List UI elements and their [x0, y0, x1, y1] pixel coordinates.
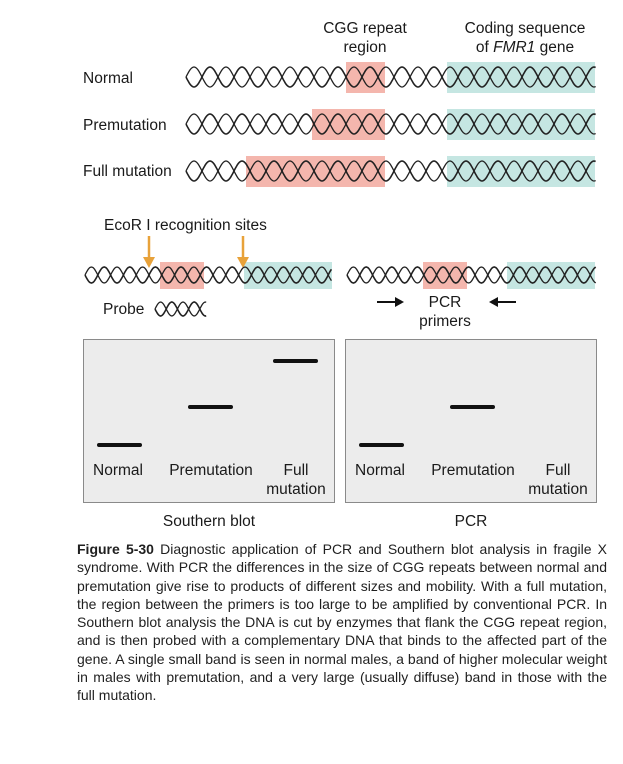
coding-sequence-label: Coding sequence of FMR1 gene [440, 19, 610, 57]
ecor-label: EcoR I recognition sites [104, 217, 267, 234]
pcr-band-normal [359, 443, 404, 447]
southern-band-normal [97, 443, 142, 447]
primer-arrow-left-icon [489, 297, 516, 307]
pcr-panel: Normal Premutation Full mutation [345, 339, 597, 503]
figure-number: Figure 5-30 [77, 541, 154, 557]
southern-lane-full: Full mutation [260, 461, 332, 499]
cgg-label-line1: CGG repeat [323, 20, 407, 37]
pcr-primers-label: PCR primers [400, 293, 490, 331]
figure-caption: Figure 5-30 Diagnostic application of PC… [77, 540, 607, 705]
dna-helix [185, 160, 596, 182]
dna-strand [346, 266, 597, 284]
southern-band-full [273, 359, 318, 363]
probe-repeat-region [160, 262, 204, 289]
pcr-lane-premutation: Premutation [431, 462, 515, 479]
dna-full-mutation [185, 156, 596, 187]
coding-suffix: gene [535, 39, 575, 56]
dna-helix [185, 113, 596, 135]
pcr-lane-full: Full mutation [522, 461, 594, 499]
dna-strand [346, 266, 597, 284]
dna-strand [84, 266, 332, 284]
probe-coding-region [244, 262, 332, 289]
pcr-band-premutation [450, 405, 495, 409]
dna-strand [185, 113, 596, 135]
dna-helix [84, 266, 333, 284]
pcr-lane-full-line1: Full [545, 462, 571, 479]
southern-blot-panel: Normal Premutation Full mutation [83, 339, 335, 503]
dna-strand [154, 301, 207, 317]
dna-normal [185, 62, 596, 93]
dna-helix [346, 266, 597, 284]
southern-lane-normal: Normal [93, 462, 143, 479]
southern-lane-full-line2: mutation [266, 481, 326, 498]
probe-icon [154, 301, 207, 317]
caption-text: Diagnostic application of PCR and Southe… [77, 541, 607, 704]
ecor-arrow-right [237, 236, 249, 268]
ecor-diagram [84, 236, 597, 317]
ecor-arrow-left [143, 236, 155, 268]
row-label-normal: Normal [83, 70, 133, 87]
dna-strand [154, 301, 207, 317]
pcr-repeat-region [423, 262, 467, 289]
dna-helix [185, 66, 596, 88]
coding-prefix: of [475, 39, 494, 56]
dna-strand [185, 113, 596, 135]
dna-strand [185, 66, 596, 88]
row-label-premutation: Premutation [83, 117, 167, 134]
pcr-lane-normal: Normal [355, 462, 405, 479]
primer-arrow-right-icon [377, 297, 404, 307]
dna-strand [185, 66, 596, 88]
pcr-title: PCR [454, 513, 488, 530]
pcr-primers-line1: PCR [428, 294, 462, 311]
cgg-label-line2: region [343, 39, 387, 56]
southern-band-premutation [188, 405, 233, 409]
dna-strand [84, 266, 333, 284]
row-label-full-mutation: Full mutation [83, 163, 172, 180]
dna-strand [185, 160, 596, 182]
probe-label: Probe [103, 301, 145, 318]
southern-lane-full-line1: Full [283, 462, 309, 479]
pcr-primers-line2: primers [419, 313, 471, 330]
fmr1-gene-name: FMR1 [493, 39, 536, 56]
southern-blot-title: Southern blot [162, 513, 256, 530]
coding-label-line1: Coding sequence [464, 20, 586, 37]
pcr-lane-full-line2: mutation [528, 481, 588, 498]
coding-label-line2: of FMR1 gene [440, 38, 610, 57]
dna-premutation [185, 109, 596, 140]
dna-strand [185, 160, 596, 182]
southern-lane-premutation: Premutation [169, 462, 253, 479]
cgg-repeat-region-label: CGG repeat region [300, 19, 430, 57]
